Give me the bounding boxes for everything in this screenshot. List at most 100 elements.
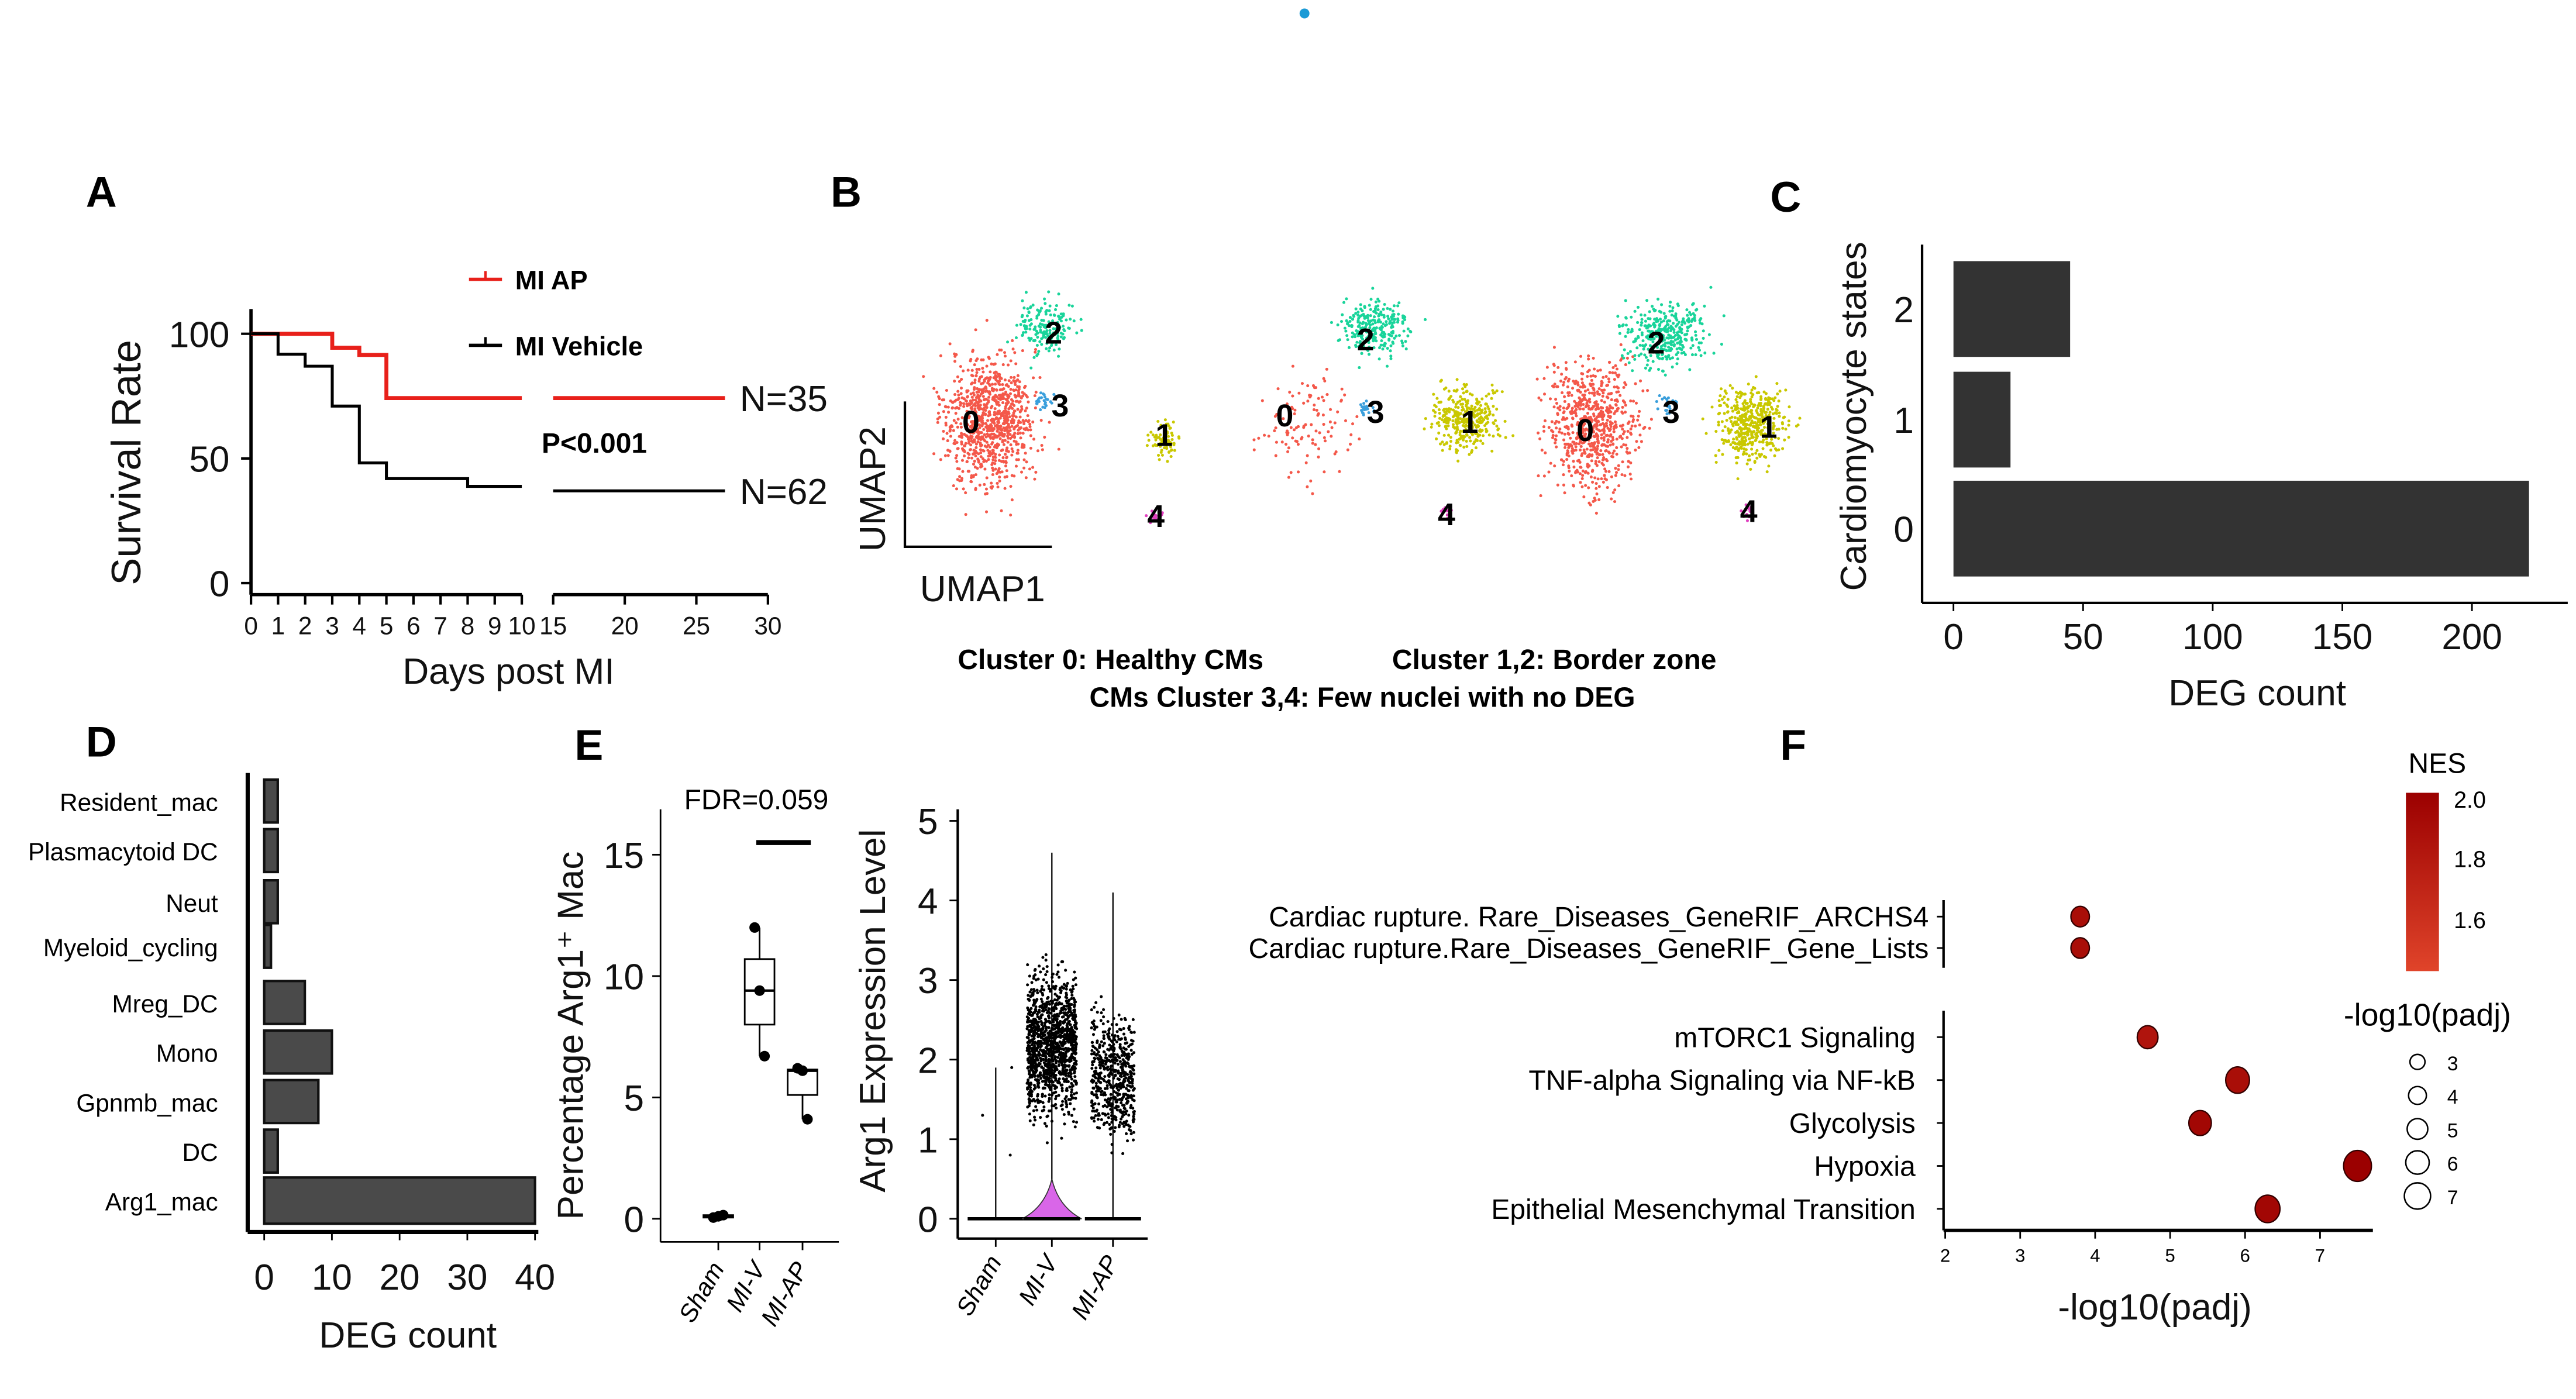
umap-point-cluster-2 [1682, 346, 1685, 349]
umap-point-cluster-2 [1038, 340, 1042, 343]
umap-point-cluster-0 [1280, 440, 1284, 444]
umap-point-cluster-2 [1693, 319, 1697, 322]
umap-point-cluster-0 [1314, 386, 1318, 390]
umap-point-cluster-0 [1579, 385, 1582, 389]
umap-point-cluster-0 [1572, 440, 1576, 444]
umap-point-cluster-1 [1159, 423, 1163, 427]
cell-point [1044, 1008, 1048, 1012]
umap-point-cluster-0 [1001, 414, 1005, 418]
cluster-label: 2 [1045, 316, 1062, 351]
umap-point-cluster-2 [1640, 331, 1644, 335]
umap-point-cluster-0 [988, 390, 991, 394]
umap-point-cluster-1 [1746, 410, 1750, 414]
umap-point-cluster-2 [1667, 336, 1671, 340]
umap-point-cluster-2 [1661, 336, 1665, 339]
cell-point [1072, 1043, 1076, 1047]
umap-point-cluster-2 [1365, 330, 1369, 334]
umap-point-cluster-0 [1013, 351, 1017, 354]
cell-point [1032, 1002, 1036, 1006]
umap-point-cluster-3 [1365, 406, 1369, 410]
cell-point [1040, 1022, 1044, 1026]
umap-point-cluster-2 [1651, 340, 1655, 343]
umap-point-cluster-2 [1385, 320, 1388, 323]
umap-point-cluster-0 [1607, 409, 1611, 412]
umap-point-cluster-1 [1731, 387, 1734, 390]
umap-point-cluster-0 [1602, 423, 1606, 426]
umap-point-cluster-1 [1511, 434, 1515, 437]
umap-point-cluster-0 [1555, 426, 1558, 430]
umap-point-cluster-0 [1003, 433, 1006, 437]
umap-point-cluster-0 [1274, 426, 1277, 430]
umap-point-cluster-0 [1020, 470, 1024, 474]
umap-point-cluster-2 [1397, 334, 1401, 337]
cell-point [1032, 1123, 1035, 1126]
cell-point [1036, 1045, 1040, 1049]
umap-point-cluster-2 [1666, 323, 1670, 326]
umap-point-cluster-0 [1627, 420, 1631, 423]
umap-point-cluster-1 [1755, 424, 1758, 428]
umap-point-cluster-1 [1750, 412, 1754, 415]
umap-point-cluster-0 [1578, 472, 1582, 475]
umap-point-cluster-1 [1495, 424, 1499, 428]
umap-point-cluster-2 [1336, 323, 1339, 327]
x-tick-label: 1 [271, 612, 285, 639]
x-tick-label: 7 [433, 612, 447, 639]
umap-point-cluster-0 [1579, 391, 1582, 394]
umap-point-cluster-0 [1010, 381, 1013, 385]
umap-point-cluster-4 [1740, 509, 1743, 513]
umap-point-cluster-1 [1744, 448, 1748, 452]
umap-point-cluster-0 [1339, 398, 1343, 402]
umap-point-cluster-0 [995, 375, 998, 378]
umap-point-cluster-1 [1470, 449, 1474, 452]
umap-point-cluster-0 [1317, 397, 1320, 400]
umap-point-cluster-0 [983, 483, 986, 486]
umap-point-cluster-0 [1564, 376, 1568, 380]
cell-point [1057, 1049, 1060, 1053]
cell-point [1048, 1043, 1052, 1047]
cell-point [1052, 1007, 1056, 1011]
cell-point [1028, 1060, 1031, 1064]
umap-point-cluster-0 [1583, 471, 1587, 474]
umap-point-cluster-1 [1460, 420, 1463, 423]
umap-point-cluster-2 [1380, 325, 1383, 328]
umap-point-cluster-0 [1621, 432, 1625, 436]
cell-point [1056, 970, 1060, 974]
umap-point-cluster-0 [1043, 436, 1046, 439]
umap-point-cluster-0 [966, 435, 969, 439]
cell-point [1027, 1008, 1031, 1012]
umap-point-cluster-1 [1444, 426, 1448, 429]
category-label: DC [182, 1139, 218, 1166]
umap-point-cluster-0 [1573, 381, 1576, 385]
umap-point-cluster-2 [1669, 340, 1673, 343]
cell-point [1036, 1084, 1040, 1088]
umap-point-cluster-0 [1562, 483, 1566, 487]
umap-point-cluster-0 [1590, 407, 1594, 411]
umap-point-cluster-0 [1608, 371, 1611, 374]
cell-point [1037, 1050, 1041, 1054]
umap-point-cluster-1 [1770, 437, 1773, 441]
umap-point-cluster-2 [1396, 321, 1400, 324]
umap-point-cluster-1 [1458, 421, 1461, 425]
umap-point-cluster-0 [1582, 407, 1585, 411]
y-tick-label: 1 [918, 1120, 938, 1160]
umap-point-cluster-0 [1622, 443, 1626, 446]
umap-point-cluster-2 [1048, 323, 1051, 327]
cell-point [1053, 993, 1057, 996]
cell-point [1028, 1045, 1031, 1048]
umap-point-cluster-0 [1008, 415, 1011, 419]
bar-dc [263, 1128, 279, 1174]
umap-point-cluster-2 [1059, 335, 1063, 339]
umap-point-cluster-2 [1671, 309, 1674, 313]
umap-point-cluster-2 [1373, 307, 1377, 311]
umap-point-cluster-0 [992, 388, 996, 391]
umap-point-cluster-0 [976, 423, 979, 427]
umap-point-cluster-0 [1561, 391, 1564, 395]
umap-point-cluster-1 [1761, 433, 1764, 436]
cell-point [1030, 1099, 1034, 1102]
umap-point-cluster-1 [1463, 385, 1467, 388]
umap-point-cluster-0 [1570, 423, 1573, 427]
umap-point-cluster-2 [1057, 354, 1060, 358]
umap-point-cluster-2 [1697, 349, 1702, 352]
umap-point-cluster-0 [955, 454, 959, 457]
umap-point-cluster-0 [1581, 372, 1585, 375]
